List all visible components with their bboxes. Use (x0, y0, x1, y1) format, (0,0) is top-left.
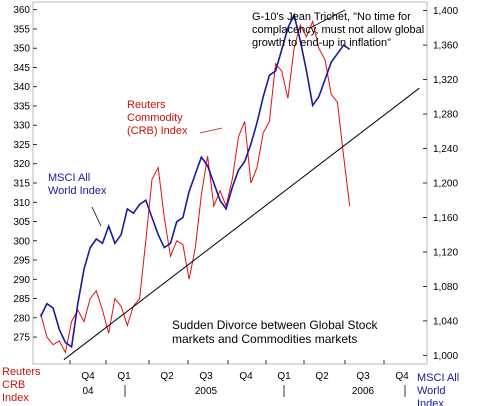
left-tick-label: 295 (13, 256, 30, 267)
plot-frame (32, 1, 428, 365)
msci-line (39, 12, 351, 349)
annotation-msci: MSCI All World Index (48, 172, 107, 197)
right-tick-label: 1,000 (433, 351, 458, 362)
x-quarter-label: Q4 (81, 371, 95, 382)
ann-msci-line: World Index (48, 185, 107, 197)
left-tick-label: 325 (13, 140, 30, 151)
left-tick-label: 360 (13, 5, 30, 16)
x-year-label: 2006 (352, 386, 375, 397)
x-year-label: 2005 (195, 386, 218, 397)
right-tick-label: 1,120 (433, 247, 458, 258)
lab-left-line: Index (2, 392, 29, 404)
lab-left-line: Reuters (2, 366, 41, 378)
left-tick-label: 300 (13, 236, 30, 247)
ann-top-line: complacency, must not allow global (252, 24, 424, 36)
x-quarter-label: Q2 (315, 371, 329, 382)
ann-crb-line: Commodity (127, 112, 183, 124)
right-axis-label: MSCI All World Index (417, 372, 459, 406)
lab-right-line: World (417, 385, 446, 397)
x-quarter-label: Q2 (160, 371, 174, 382)
left-tick-label: 350 (13, 44, 30, 55)
ann-bottom-line: markets and Commodities markets (172, 332, 357, 346)
left-tick-label: 340 (13, 82, 30, 93)
left-axis: 275 280 285 290 295 300 305 310 315 320 325 330 335 3… (13, 5, 37, 344)
right-tick-label: 1,240 (433, 144, 458, 155)
right-tick-label: 1,160 (433, 213, 458, 224)
left-tick-label: 310 (13, 198, 30, 209)
right-tick-label: 1,080 (433, 282, 458, 293)
x-quarter-label: Q1 (117, 371, 131, 382)
ann-msci-line: MSCI All (48, 172, 90, 184)
trend-line (63, 87, 420, 361)
ann-bottom-line: Sudden Divorce between Global Stock (172, 318, 378, 332)
lab-right-line: Index (417, 398, 444, 406)
left-tick-label: 280 (13, 313, 30, 324)
left-tick-label: 320 (13, 159, 30, 170)
right-tick-label: 1,360 (433, 41, 458, 52)
right-tick-label: 1,280 (433, 110, 458, 121)
x-quarter-label: Q3 (356, 371, 370, 382)
x-quarter-label: Q3 (199, 371, 213, 382)
annotation-trichet: G-10's Jean Trichet, "No time forcomplac… (252, 11, 424, 49)
annotation-trichet-pointer (309, 9, 346, 29)
left-tick-label: 290 (13, 275, 30, 286)
x-quarter-label: Q4 (395, 371, 409, 382)
left-tick-label: 305 (13, 217, 30, 228)
lab-left-line: CRB (2, 379, 25, 391)
left-axis-label: Reuters CRB Index (2, 366, 41, 404)
left-tick-label: 335 (13, 101, 30, 112)
ann-top-line: growth to end-up in inflation" (252, 37, 391, 49)
left-tick-label: 345 (13, 63, 30, 74)
left-tick-label: 275 (13, 333, 30, 344)
right-tick-label: 1,320 (433, 75, 458, 86)
annotation-msci-pointer (91, 206, 102, 227)
right-axis: 1,000 1,040 1,080 1,120 1,160 1,200 1,240 1,280… (423, 6, 458, 362)
left-tick-label: 355 (13, 24, 30, 35)
annotation-crb-pointer (199, 127, 223, 134)
left-tick-label: 330 (13, 121, 30, 132)
x-quarter-label: Q4 (239, 371, 253, 382)
series-group (39, 12, 420, 361)
ann-crb-line: (CRB) Index (127, 125, 188, 137)
x-axis: Q4 Q1 Q2 Q3 Q4 Q1 Q2 Q3 Q4 04 2005 2006 (69, 360, 409, 397)
x-quarter-label: Q1 (277, 371, 291, 382)
lab-right-line: MSCI All (417, 372, 459, 384)
ann-crb-line: Reuters (127, 99, 166, 111)
right-tick-label: 1,400 (433, 6, 458, 17)
right-tick-label: 1,040 (433, 316, 458, 327)
left-tick-label: 315 (13, 179, 30, 190)
annotation-divorce: Sudden Divorce between Global Stock marke… (172, 318, 378, 346)
x-year-label: 04 (82, 386, 94, 397)
right-tick-label: 1,200 (433, 179, 458, 190)
annotation-crb: Reuters Commodity (CRB) Index (127, 99, 188, 137)
left-tick-label: 285 (13, 294, 30, 305)
